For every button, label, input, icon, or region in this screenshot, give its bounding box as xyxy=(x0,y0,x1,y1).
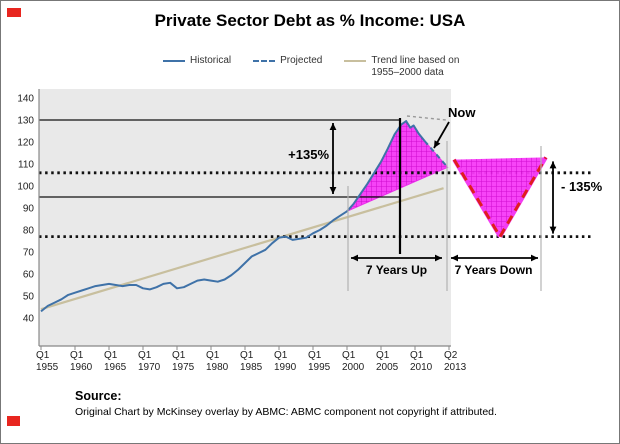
legend-item-historical: Historical xyxy=(163,55,231,79)
legend-item-trendline: Trend line based on 1955–2000 data xyxy=(344,55,459,79)
trendline-swatch xyxy=(344,60,367,62)
svg-text:Q1: Q1 xyxy=(274,350,288,361)
plus-135-annotation: +135% xyxy=(288,147,329,162)
source-text: Original Chart by McKinsey overlay by AB… xyxy=(75,406,497,418)
svg-text:1975: 1975 xyxy=(172,362,195,373)
red-marker-top xyxy=(7,8,21,17)
now-annotation: Now xyxy=(448,105,476,120)
svg-text:Q1: Q1 xyxy=(308,350,322,361)
svg-text:2013: 2013 xyxy=(444,362,467,373)
seven-years-down-label: 7 Years Down xyxy=(454,263,533,277)
svg-text:1955: 1955 xyxy=(36,362,59,373)
minus-135-annotation: - 135% xyxy=(561,179,603,194)
svg-text:Q1: Q1 xyxy=(206,350,220,361)
svg-text:100: 100 xyxy=(17,182,34,193)
seven-years-up-label: 7 Years Up xyxy=(365,263,428,277)
svg-text:Q1: Q1 xyxy=(376,350,390,361)
svg-text:Q1: Q1 xyxy=(240,350,254,361)
svg-text:1960: 1960 xyxy=(70,362,93,373)
svg-text:70: 70 xyxy=(23,248,35,259)
legend-label-projected: Projected xyxy=(280,55,323,66)
svg-text:40: 40 xyxy=(23,314,35,325)
svg-text:1990: 1990 xyxy=(274,362,297,373)
legend-label-trendline-line1: Trend line based on xyxy=(371,55,460,66)
svg-text:90: 90 xyxy=(23,204,35,215)
red-marker-bottom xyxy=(7,416,20,426)
projected-line-swatch xyxy=(253,60,276,62)
page-title: Private Sector Debt as % Income: USA xyxy=(154,11,466,30)
svg-text:130: 130 xyxy=(17,116,34,127)
svg-text:1985: 1985 xyxy=(240,362,263,373)
legend-label-historical: Historical xyxy=(190,55,232,66)
legend-label-trendline-line2: 1955–2000 data xyxy=(371,67,444,78)
svg-text:Q1: Q1 xyxy=(138,350,152,361)
svg-text:Q1: Q1 xyxy=(104,350,118,361)
svg-text:2000: 2000 xyxy=(342,362,365,373)
svg-text:Q1: Q1 xyxy=(342,350,356,361)
svg-text:1970: 1970 xyxy=(138,362,161,373)
svg-text:110: 110 xyxy=(18,160,34,171)
svg-text:1980: 1980 xyxy=(206,362,229,373)
source-block: Source: Original Chart by McKinsey overl… xyxy=(75,389,497,418)
svg-text:Q2: Q2 xyxy=(444,350,458,361)
svg-text:80: 80 xyxy=(23,226,35,237)
svg-text:120: 120 xyxy=(17,138,34,149)
legend-item-projected: Projected xyxy=(253,55,322,79)
historical-line-swatch xyxy=(163,60,185,62)
svg-text:1995: 1995 xyxy=(308,362,331,373)
svg-text:Q1: Q1 xyxy=(36,350,50,361)
svg-text:Q1: Q1 xyxy=(70,350,84,361)
svg-text:Q1: Q1 xyxy=(410,350,424,361)
svg-text:50: 50 xyxy=(23,292,35,303)
svg-text:140: 140 xyxy=(17,94,34,105)
svg-text:2005: 2005 xyxy=(376,362,399,373)
svg-text:1965: 1965 xyxy=(104,362,127,373)
svg-text:2010: 2010 xyxy=(410,362,433,373)
svg-text:Q1: Q1 xyxy=(172,350,186,361)
source-heading: Source: xyxy=(75,389,122,403)
chart-legend: Historical Projected Trend line based on… xyxy=(163,55,459,79)
legend-label-trendline: Trend line based on 1955–2000 data xyxy=(371,55,459,79)
svg-text:60: 60 xyxy=(23,270,35,281)
